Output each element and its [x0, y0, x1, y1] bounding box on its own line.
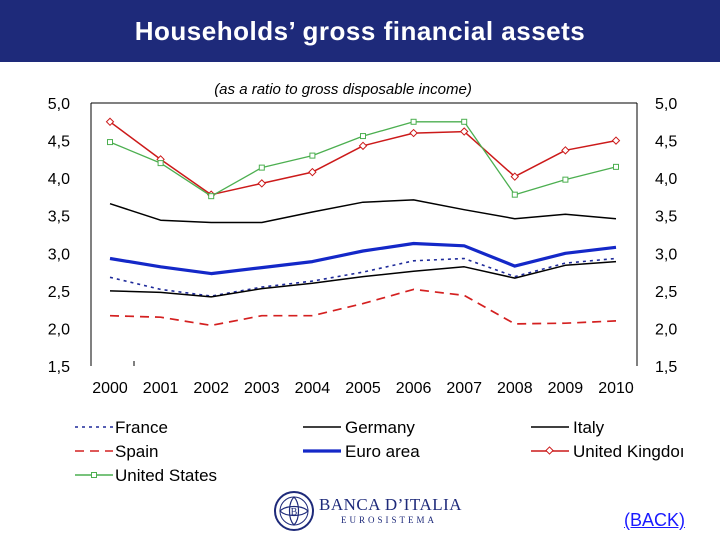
- data-point: [461, 118, 468, 125]
- y-tick-label-left: 2,5: [48, 284, 70, 301]
- series-line: [109, 260, 617, 298]
- legend-label-germany: Germany: [345, 418, 415, 437]
- chart-axes: [90, 102, 638, 366]
- x-tick-label: 2004: [295, 380, 331, 397]
- y-tick-label-right: 2,5: [655, 284, 677, 301]
- line-chart: (as a ratio to gross disposable income) …: [48, 81, 685, 485]
- banca-italia-logo: B BANCA D’ITALIA EUROSISTEMA: [272, 489, 462, 533]
- y-tick-label-right: 3,0: [655, 246, 677, 263]
- svg-text:B: B: [291, 507, 298, 518]
- chart-series: [105, 117, 621, 327]
- series-spain: [109, 288, 617, 327]
- y-tick-label-right: 2,0: [655, 321, 677, 338]
- data-point: [510, 172, 520, 181]
- x-tick-label: 2010: [598, 380, 634, 397]
- emblem-icon: B: [274, 491, 314, 531]
- series-germany: [109, 260, 617, 298]
- legend-marker-us: [91, 472, 97, 478]
- data-point: [309, 152, 316, 159]
- series-line: [109, 121, 617, 196]
- chart-subtitle: (as a ratio to gross disposable income): [214, 81, 472, 98]
- data-point: [360, 133, 366, 140]
- title-bar: [0, 0, 720, 62]
- page-title: Households’ gross financial assets: [134, 16, 586, 46]
- series-united-states: [107, 118, 619, 200]
- back-link[interactable]: (BACK): [624, 510, 686, 530]
- x-tick-label: 2002: [193, 380, 229, 397]
- series-france: [109, 257, 617, 297]
- y-tick-label-left: 1,5: [48, 359, 70, 376]
- chart-legend: France Germany Italy Spain Euro area Uni…: [75, 418, 685, 485]
- y-tick-label-right: 5,0: [655, 96, 677, 113]
- data-point: [258, 164, 265, 171]
- data-point: [107, 139, 113, 146]
- data-point: [613, 163, 619, 170]
- data-point: [358, 141, 368, 151]
- data-point: [308, 167, 317, 177]
- data-point: [257, 179, 267, 188]
- y-axis-right-ticks: 5,0 4,5 4,0 3,5 3,0 2,5 2,0 1,5: [655, 96, 677, 376]
- x-tick-label: 2006: [396, 380, 432, 397]
- y-tick-label-right: 3,5: [655, 209, 677, 226]
- data-point: [410, 118, 417, 125]
- x-axis-ticks: 2000 2001 2002 2003 2004 2005 2006 2007 2008 2009…: [92, 380, 634, 397]
- series-italy: [109, 199, 617, 224]
- x-tick-label: 2008: [497, 380, 533, 397]
- series-line: [109, 241, 617, 276]
- data-point: [208, 193, 215, 200]
- data-point: [105, 117, 115, 127]
- x-tick-label: 2003: [244, 380, 280, 397]
- x-tick-label: 2000: [92, 380, 128, 397]
- y-tick-label-right: 4,5: [655, 134, 677, 151]
- data-point: [409, 128, 418, 138]
- y-axis-left-ticks: 5,0 4,5 4,0 3,5 3,0 2,5 2,0 1,5: [48, 96, 70, 376]
- legend-marker-uk: [545, 446, 554, 455]
- legend-label-euro-area: Euro area: [345, 442, 420, 461]
- legend-label-us: United States: [115, 466, 217, 485]
- logo-subtitle: EUROSISTEMA: [341, 515, 438, 525]
- y-tick-label-left: 2,0: [48, 321, 70, 338]
- y-tick-label-left: 3,5: [48, 209, 70, 226]
- y-tick-label-left: 4,5: [48, 134, 70, 151]
- legend-label-spain: Spain: [115, 442, 158, 461]
- data-point: [611, 136, 621, 145]
- y-tick-label-right: 1,5: [655, 359, 677, 376]
- y-tick-label-left: 4,0: [48, 171, 70, 188]
- legend-label-uk: United Kingdoı: [573, 442, 685, 461]
- data-point: [459, 127, 469, 136]
- data-point: [561, 146, 570, 155]
- series-line: [109, 199, 617, 224]
- x-tick-label: 2001: [143, 380, 179, 397]
- y-tick-label-left: 3,0: [48, 246, 70, 263]
- series-line: [109, 257, 617, 297]
- x-tick-label: 2005: [345, 380, 381, 397]
- data-point: [562, 176, 569, 183]
- series-euro-area: [109, 241, 617, 276]
- logo-name: BANCA D’ITALIA: [319, 495, 463, 514]
- y-tick-label-left: 5,0: [48, 96, 70, 113]
- x-tick-label: 2007: [446, 380, 482, 397]
- series-line: [109, 121, 617, 197]
- series-line: [109, 288, 617, 327]
- x-tick-label: 2009: [548, 380, 584, 397]
- data-point: [157, 160, 164, 167]
- legend-label-france: France: [115, 418, 168, 437]
- y-tick-label-right: 4,0: [655, 171, 677, 188]
- data-point: [511, 191, 518, 198]
- legend-label-italy: Italy: [573, 418, 605, 437]
